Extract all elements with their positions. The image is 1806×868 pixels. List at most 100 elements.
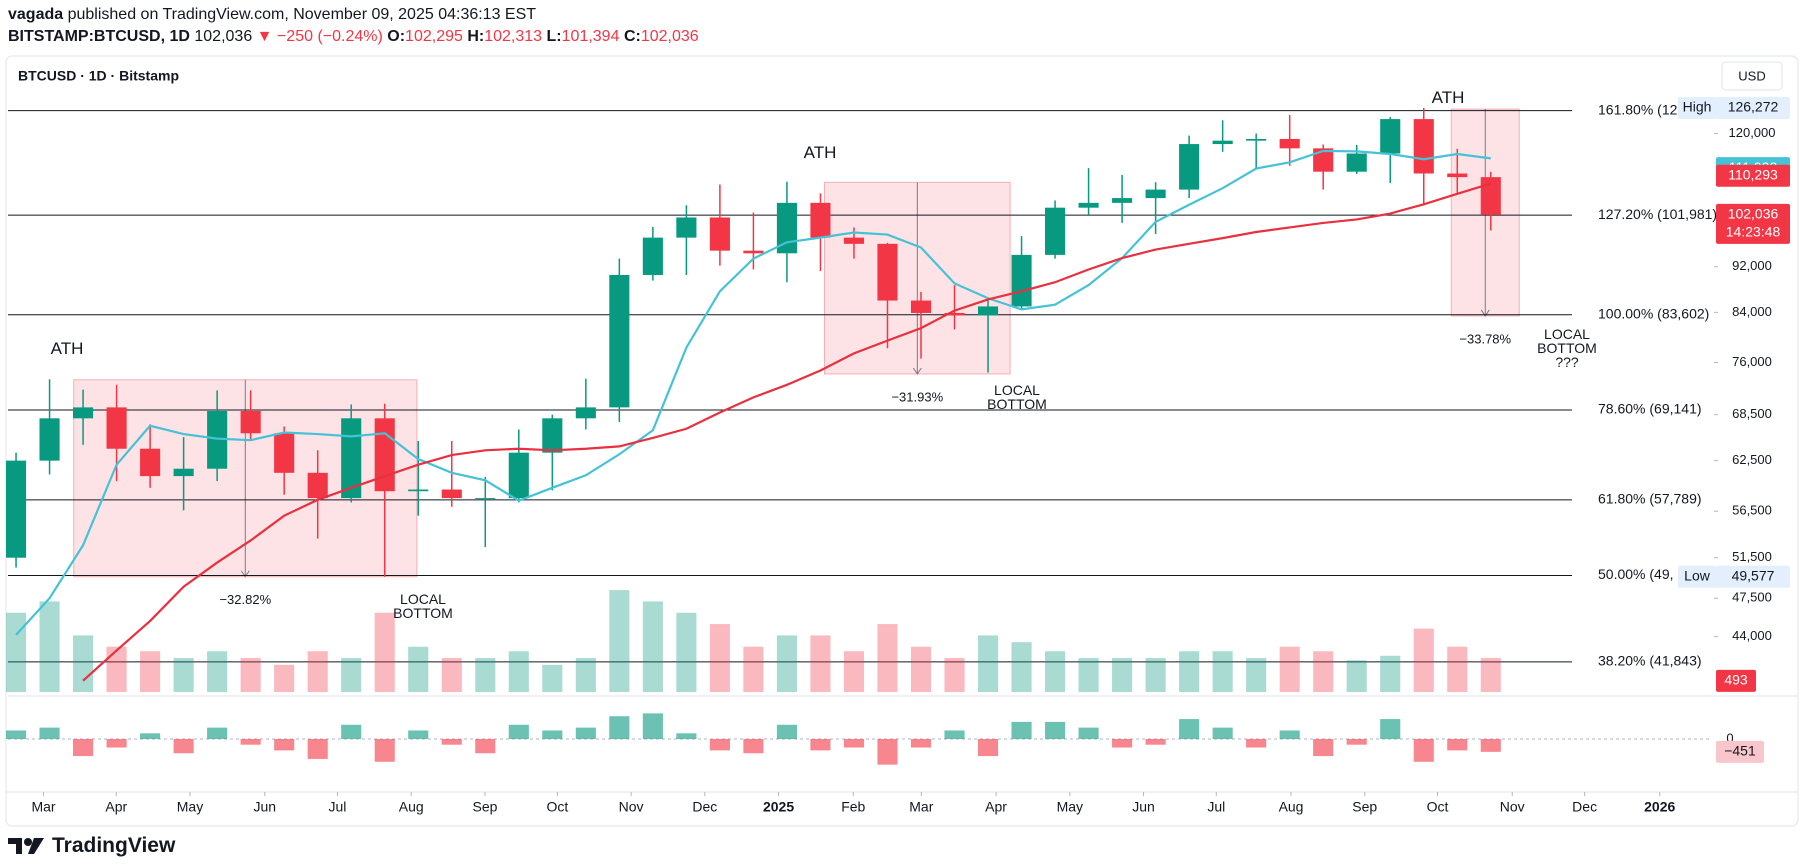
candle-body xyxy=(1212,140,1233,145)
volume-bar xyxy=(877,624,898,692)
x-tick-label: Nov xyxy=(1500,799,1525,815)
volume-badge xyxy=(1716,669,1756,692)
x-tick-label: Nov xyxy=(619,799,644,815)
fib-label: 61.80% (57,789) xyxy=(1598,491,1702,507)
price-badge xyxy=(1716,565,1790,588)
candle-body xyxy=(810,202,831,238)
x-tick-label: Jun xyxy=(253,799,276,815)
osc-bar xyxy=(609,716,630,739)
candle-body xyxy=(977,306,999,316)
osc-tick-label: 0 xyxy=(1726,730,1733,745)
y-tick-label: 68,500 xyxy=(1732,406,1772,421)
candle-body xyxy=(709,217,730,251)
candle-body xyxy=(475,498,496,500)
volume-badge-label: 493 xyxy=(1724,672,1748,688)
price-badge xyxy=(1716,164,1790,187)
candle-body xyxy=(642,237,663,275)
logo xyxy=(8,838,44,854)
volume-bar xyxy=(1011,642,1032,692)
osc-bar xyxy=(1045,721,1066,739)
candle-body xyxy=(1078,202,1099,208)
x-tick-label: May xyxy=(177,799,203,815)
candle-body xyxy=(1045,207,1066,255)
volume-bar xyxy=(609,590,630,692)
osc-bar xyxy=(1112,739,1133,748)
osc-bar xyxy=(341,724,362,739)
volume-bar xyxy=(1145,658,1166,692)
drawdown-label: −32.82% xyxy=(219,592,271,607)
volume-bar xyxy=(341,658,362,692)
candle-body xyxy=(274,433,295,473)
osc-bar xyxy=(542,730,563,739)
osc-bar xyxy=(910,739,932,748)
volume-bar xyxy=(240,658,261,692)
candle-body xyxy=(1179,144,1200,190)
y-tick-label: 92,000 xyxy=(1732,258,1772,273)
candle-body xyxy=(944,312,965,316)
candle-body xyxy=(1413,119,1434,174)
volume-bar xyxy=(910,646,932,692)
volume-bar xyxy=(810,635,831,692)
candle-body xyxy=(5,460,27,558)
ohlc-value: 101,394 xyxy=(561,28,620,45)
candle-body xyxy=(307,472,328,499)
osc-bar xyxy=(1011,721,1032,739)
osc-bar xyxy=(642,713,663,739)
osc-bar xyxy=(408,730,429,739)
published: published on TradingView.com, November 0… xyxy=(67,6,537,23)
osc-bar xyxy=(843,739,865,748)
price-badge-label: 126,272 xyxy=(1728,99,1779,115)
ohlc-key: L: xyxy=(546,28,562,45)
x-tick-label: Jul xyxy=(1207,799,1225,815)
osc-bar xyxy=(1480,739,1501,752)
volume-bar xyxy=(977,635,999,692)
osc-bar xyxy=(207,727,228,739)
osc-bar xyxy=(508,724,529,739)
volume-bar xyxy=(1246,658,1267,692)
volume-bar xyxy=(1078,658,1099,692)
x-tick-label: Sep xyxy=(472,799,497,815)
volume-bar xyxy=(307,651,328,692)
osc-bar xyxy=(374,739,395,762)
osc-bar xyxy=(1279,730,1300,739)
candle-body xyxy=(1246,138,1267,141)
ohlc-key: H: xyxy=(467,28,485,45)
y-tick-label: 84,000 xyxy=(1732,304,1772,319)
volume-bar xyxy=(374,612,395,692)
candle-body xyxy=(743,250,764,254)
osc-bar xyxy=(1145,739,1166,745)
arrow-head xyxy=(1480,309,1490,317)
osc-bar xyxy=(441,739,462,745)
price-badge xyxy=(1716,96,1790,119)
countdown: 14:23:48 xyxy=(1726,224,1781,240)
osc-bar xyxy=(944,730,965,739)
candle-body xyxy=(73,407,94,419)
osc-bar xyxy=(1346,739,1367,745)
volume-bar xyxy=(776,635,797,692)
osc-bar xyxy=(810,739,831,751)
y-tick-label: 76,000 xyxy=(1732,354,1772,369)
volume-bar xyxy=(140,651,161,692)
fib-label: 38.20% (41,843) xyxy=(1598,653,1702,669)
candle-body xyxy=(1145,189,1166,199)
osc-bar xyxy=(1179,719,1200,739)
candle-body xyxy=(207,411,228,469)
volume-bar xyxy=(1447,646,1468,692)
x-tick-label: Dec xyxy=(692,799,717,815)
x-tick-label: Feb xyxy=(841,799,865,815)
volume-bar xyxy=(441,658,462,692)
y-tick-label: 120,000 xyxy=(1729,125,1776,140)
volume-bar xyxy=(73,635,94,692)
badge-tag-bg xyxy=(1678,565,1716,588)
volume-bar xyxy=(743,646,764,692)
volume-bar xyxy=(207,651,228,692)
local-bottom-label: LOCAL BOTTOM ??? xyxy=(1537,326,1597,370)
candle-body xyxy=(1011,254,1032,307)
local-bottom-label: LOCAL BOTTOM xyxy=(393,591,453,621)
footer: TradingView xyxy=(8,834,175,858)
osc-bar xyxy=(39,727,60,739)
fib-label: 78.60% (69,141) xyxy=(1598,401,1702,417)
publish-line: vagada published on TradingView.com, Nov… xyxy=(8,6,536,24)
volume-bar xyxy=(1413,628,1434,692)
candle-body xyxy=(1380,119,1401,154)
